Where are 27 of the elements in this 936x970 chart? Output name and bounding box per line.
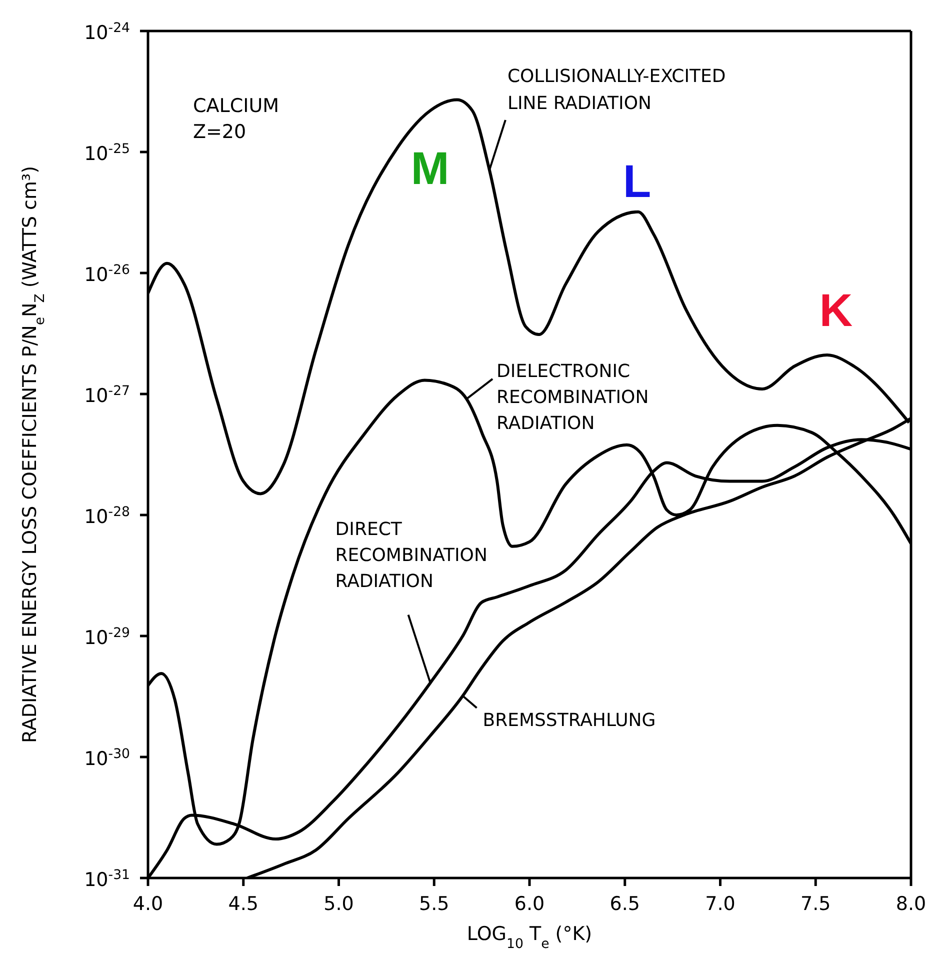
x-axis-title: LOG$_{10}$ T$_{e}$ (°K) bbox=[466, 923, 592, 952]
annotation: K bbox=[819, 284, 853, 336]
legend-label: DIELECTRONIC RECOMBINATION RADIATION bbox=[496, 360, 649, 434]
y-tick-label: 10$^{-28}$ bbox=[84, 504, 130, 528]
x-tick-label: 5.0 bbox=[324, 893, 354, 915]
annotation: L bbox=[622, 155, 652, 207]
x-tick-label: 6.0 bbox=[514, 893, 545, 915]
x-tick-label: 6.5 bbox=[610, 893, 640, 915]
y-tick-label: 10$^{-26}$ bbox=[84, 262, 130, 286]
x-tick-label: 7.0 bbox=[705, 893, 736, 915]
y-tick-label: 10$^{-27}$ bbox=[84, 384, 130, 407]
x-tick-label: 8.0 bbox=[896, 893, 926, 915]
x-tick-label: 4.5 bbox=[228, 893, 258, 915]
x-tick-label: 4.0 bbox=[132, 893, 164, 915]
annotation: Z=20 bbox=[193, 120, 248, 145]
x-tick-label: 5.5 bbox=[419, 893, 450, 915]
y-tick-label: 10$^{-30}$ bbox=[84, 746, 130, 770]
series-label: BREMSSTRAHLUNG bbox=[482, 710, 656, 731]
annotation: CALCIUM bbox=[193, 94, 280, 119]
y-tick-label: 10$^{-24}$ bbox=[84, 20, 130, 44]
y-tick-label: 10$^{-31}$ bbox=[84, 868, 130, 891]
series-label: DIRECT RECOMBINATION RADIATION bbox=[335, 518, 488, 592]
annotation: M bbox=[410, 142, 450, 194]
x-tick-label: 7.5 bbox=[800, 893, 831, 915]
series-label: COLLISIONALLY-EXCITED LINE RADIATION bbox=[507, 66, 726, 114]
y-tick-label: 10$^{-25}$ bbox=[84, 142, 130, 165]
y-tick-label: 10$^{-29}$ bbox=[84, 626, 130, 649]
